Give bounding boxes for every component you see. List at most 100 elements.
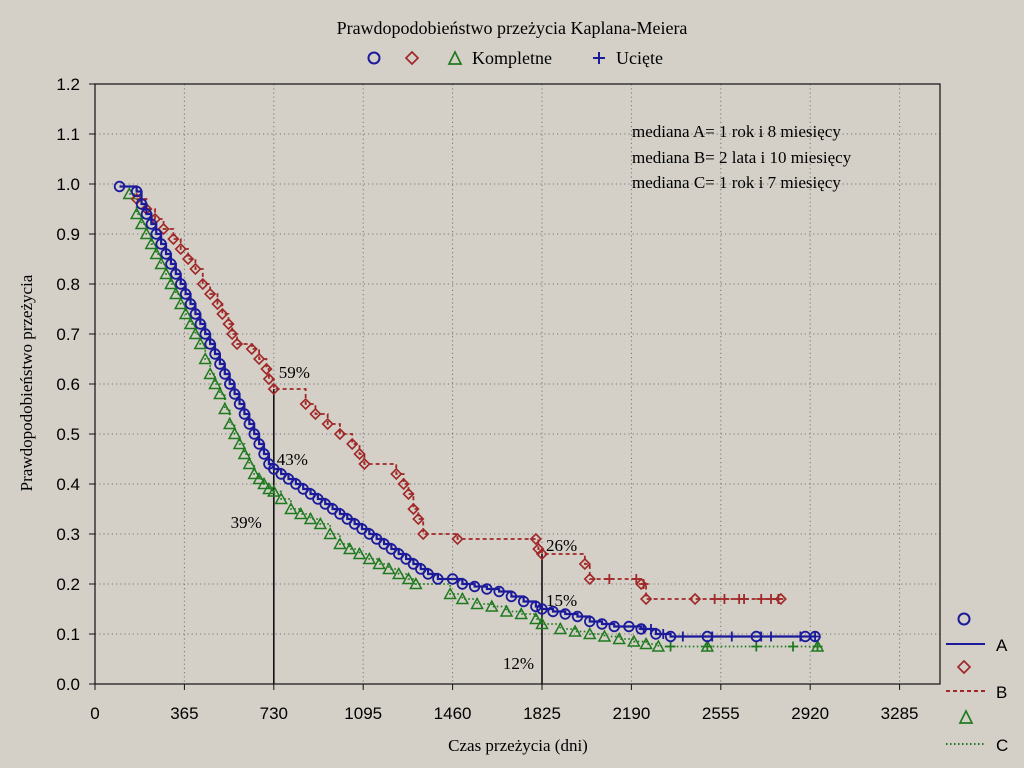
series-a-point: [199, 328, 211, 340]
series-a-point: [559, 608, 571, 620]
side-legend: A B C: [946, 612, 1008, 755]
annotation-label: 26%: [546, 536, 577, 555]
series-b-point: [309, 407, 322, 421]
series-a-point: [165, 258, 177, 270]
series-a: [113, 180, 821, 643]
x-tick-label: 0: [90, 704, 99, 723]
series-c-point: [274, 491, 288, 505]
series-a-censor-mark: [810, 631, 821, 642]
y-tick-label: 1.1: [56, 125, 80, 144]
series-c-point: [252, 471, 266, 485]
series-b-censor-mark: [631, 574, 642, 584]
series-c-point: [627, 634, 641, 647]
series-a-point: [248, 428, 260, 440]
series-a-point: [530, 600, 542, 613]
series-a-censor-mark: [766, 631, 776, 642]
series-b-point: [203, 287, 217, 301]
series-c-point: [597, 629, 612, 642]
series-b-point: [333, 427, 347, 441]
x-tick-label: 2190: [612, 704, 650, 723]
legend-censored-label: Ucięte: [616, 48, 663, 68]
side-legend-b-marker: [956, 659, 972, 675]
y-tick-label: 1.0: [56, 175, 80, 194]
series-a-point: [140, 208, 153, 220]
series-a-point: [135, 198, 148, 210]
series-b-point: [181, 252, 195, 266]
series-a-point: [209, 348, 221, 360]
series-a-point: [214, 358, 226, 370]
series-a-point: [422, 568, 434, 580]
series-a-censor-mark: [677, 631, 688, 642]
series-a-point: [130, 185, 143, 198]
series-b-point: [583, 572, 596, 586]
x-axis-label: Czas przeżycia (dni): [448, 736, 588, 755]
series-a-point: [493, 585, 505, 598]
series-c-point: [183, 316, 198, 330]
series-c-point: [173, 296, 188, 310]
series-b-point: [299, 397, 312, 411]
series-c-point: [222, 416, 237, 430]
series-c-point: [323, 526, 337, 540]
series-a-point: [145, 218, 158, 230]
series-c-point: [208, 376, 222, 390]
series-b-point: [358, 457, 371, 471]
series-a-point: [219, 368, 231, 380]
x-tick-label: 3285: [881, 704, 919, 723]
side-legend-a-label: A: [996, 636, 1008, 655]
series-a-censor-mark: [795, 631, 806, 642]
series-b-point: [529, 532, 543, 546]
series-c-point: [470, 596, 484, 610]
y-tick-label: 0.6: [56, 375, 80, 394]
series-c-censor-mark: [751, 641, 762, 652]
series-c-point: [529, 611, 543, 625]
series-c-point: [651, 639, 666, 652]
series-a-point: [536, 603, 548, 615]
x-tick-label: 365: [170, 704, 198, 723]
series-b-point: [226, 327, 239, 341]
series-c-point: [455, 591, 470, 605]
series-c-point: [237, 446, 252, 460]
series-c-point: [443, 586, 457, 600]
series-c-point: [149, 246, 164, 260]
series-c-point: [303, 511, 318, 525]
series-b-point: [252, 352, 266, 366]
series-c-point: [144, 236, 159, 250]
series-b-point: [262, 372, 276, 386]
series-c-point: [198, 351, 212, 365]
series-a-point: [243, 418, 256, 430]
series-a-point: [596, 618, 608, 630]
series-c-point: [553, 621, 568, 635]
x-tick-label: 730: [260, 704, 288, 723]
legend-series-c-marker: [447, 50, 463, 65]
side-legend-c-label: C: [996, 736, 1008, 755]
series-a-point: [584, 615, 596, 628]
y-tick-label: 0.8: [56, 275, 80, 294]
median-a-text: mediana A= 1 rok i 8 miesięcy: [632, 122, 841, 141]
series-a-point: [547, 605, 559, 618]
y-tick-label: 0.4: [56, 475, 80, 494]
series-b-point: [353, 447, 366, 461]
side-legend-a-marker: [957, 612, 971, 626]
annotation-label: 15%: [546, 591, 577, 610]
series-b-point: [407, 502, 420, 516]
series-b-point: [167, 232, 180, 246]
series-b-point: [222, 317, 235, 331]
series-b-censor-mark: [638, 579, 649, 589]
y-tick-label: 0.0: [56, 675, 80, 694]
series-b-point: [451, 532, 464, 546]
series-c-point: [134, 216, 149, 230]
series-c-point: [159, 266, 173, 280]
y-axis-label: Prawdopodobieństwo przeżycia: [17, 274, 36, 491]
series-c-point: [139, 226, 154, 240]
x-tick-label: 2555: [702, 704, 740, 723]
series-a-point: [189, 308, 202, 320]
series-c-point: [203, 366, 217, 380]
series-c-point: [218, 401, 232, 415]
series-c-point: [372, 556, 386, 570]
y-axis: 0.0 0.1 0.2 0.3 0.4 0.5 0.6 0.7 0.8 0.9 1.0 1.1 1.2: [56, 75, 95, 694]
series-c: [122, 186, 825, 652]
series-a-point: [228, 388, 241, 400]
series-a-point: [113, 180, 126, 193]
series-b-point: [260, 362, 273, 376]
series-b-point: [346, 437, 359, 451]
